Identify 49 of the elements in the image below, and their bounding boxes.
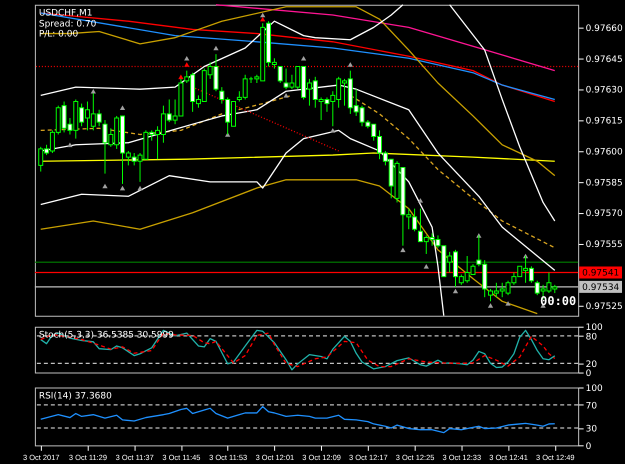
y-tick-label: 0.97615 [586, 116, 623, 127]
ref-line-label: 0.97541 [582, 268, 620, 278]
line-series [40, 179, 538, 314]
point [137, 186, 143, 190]
point [488, 303, 494, 308]
y-tick-label: 0.97525 [586, 302, 623, 312]
point [300, 56, 306, 61]
annotation: Spread: 0.70 [38, 20, 97, 30]
line-series [40, 130, 444, 316]
chart-title: RSI(14) 37.3680 [38, 391, 112, 402]
y-tick-label: 100 [586, 323, 604, 334]
point [102, 184, 108, 188]
candlestick [278, 66, 283, 84]
line-series [215, 4, 556, 72]
point [330, 128, 336, 133]
y-tick-label: 20 [586, 360, 598, 370]
point [283, 93, 289, 98]
point [424, 264, 429, 269]
y-tick-label: 30 [586, 424, 598, 434]
point [452, 288, 458, 294]
y-tick-label: 0 [586, 369, 592, 380]
point [213, 46, 219, 50]
point [178, 74, 184, 80]
point [90, 88, 96, 94]
point [120, 186, 126, 190]
y-tick-label: 70 [586, 401, 598, 412]
y-tick-label: 0.97600 [586, 147, 624, 158]
point [184, 56, 190, 61]
y-tick-label: 100 [586, 384, 604, 394]
y-tick-label: 0.97570 [586, 209, 624, 220]
annotation: 00:00 [540, 294, 576, 308]
point [505, 301, 511, 306]
y-tick-label: 0.97555 [586, 240, 623, 250]
point [184, 62, 190, 67]
point [67, 142, 73, 148]
ref-line-label: 0.97534 [582, 282, 620, 293]
point [260, 12, 266, 18]
point [418, 198, 424, 203]
point [120, 105, 126, 110]
y-tick-label: 80 [586, 332, 598, 342]
line-series [448, 4, 556, 222]
point [400, 248, 406, 252]
y-tick-label: 0.97585 [586, 178, 623, 188]
point [260, 16, 266, 22]
y-tick-label: 0.97645 [586, 54, 623, 65]
line-series [40, 406, 556, 434]
y-tick-label: 0 [586, 442, 592, 452]
y-tick-label: 0.97630 [586, 86, 624, 96]
y-tick-label: 0.97660 [586, 24, 624, 34]
